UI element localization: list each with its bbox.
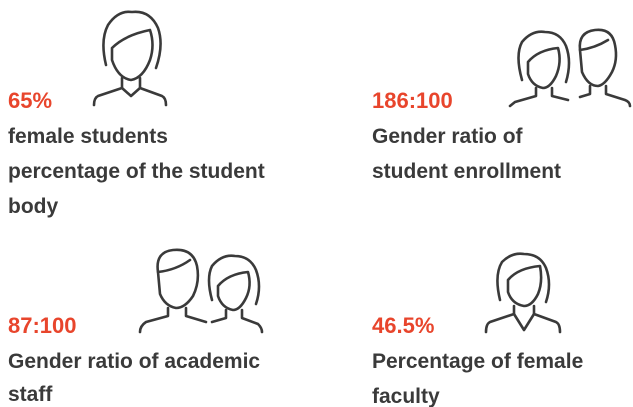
- stat-value: 46.5%: [372, 313, 434, 338]
- stat-label: body: [8, 195, 58, 218]
- female-icon: [484, 252, 562, 334]
- stat-value: 65%: [8, 88, 52, 113]
- stat-label: Percentage of female: [372, 350, 583, 373]
- couple-icon: [138, 248, 264, 334]
- stat-label: student enrollment: [372, 160, 561, 183]
- couple-icon: [508, 28, 632, 108]
- stat-label: staff: [8, 383, 53, 406]
- stat-label: percentage of the student: [8, 160, 265, 183]
- stat-value: 186:100: [372, 88, 453, 113]
- stat-label: female students: [8, 125, 168, 148]
- female-icon: [92, 10, 168, 107]
- stat-label: Gender ratio of: [372, 125, 524, 148]
- stat-value: 87:100: [8, 313, 77, 338]
- stat-label: Gender ratio of academic: [8, 350, 260, 373]
- stat-label: faculty: [372, 385, 440, 407]
